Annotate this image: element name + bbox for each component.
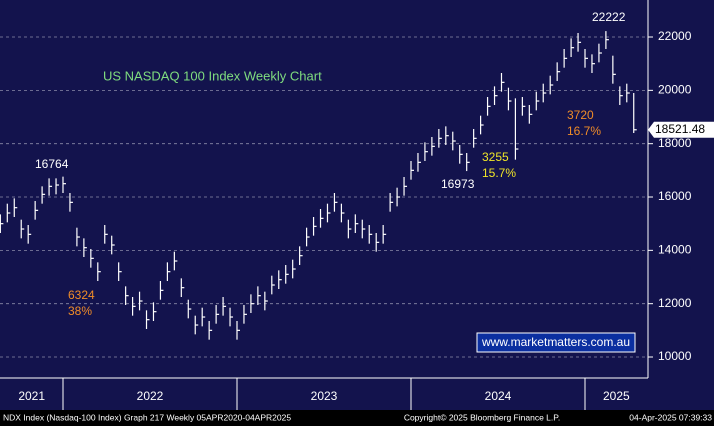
annotation: 15.7% (482, 166, 516, 180)
annotation: 16973 (441, 177, 475, 191)
y-tick-label: 18000 (658, 136, 692, 150)
annotation: 16764 (35, 157, 69, 171)
x-tick-label: 2024 (485, 389, 512, 403)
x-tick-label: 2023 (311, 389, 338, 403)
x-tick-label: 2022 (137, 389, 164, 403)
chart-title: US NASDAQ 100 Index Weekly Chart (103, 68, 322, 83)
annotation: 6324 (68, 288, 95, 302)
footer-left: NDX Index (Nasdaq-100 Index) Graph 217 W… (3, 412, 291, 422)
watermark-box (476, 332, 636, 353)
footer-bar (0, 410, 714, 426)
y-tick-label: 20000 (658, 83, 692, 97)
annotation: 3255 (482, 150, 509, 164)
annotation: 38% (68, 304, 92, 318)
last-price-label: 18521.48 (655, 122, 705, 136)
watermark: www.marketmatters.com.au (481, 335, 630, 349)
x-tick-label: 2025 (603, 389, 630, 403)
footer-center: Copyright© 2025 Bloomberg Finance L.P. (404, 412, 560, 422)
y-tick-label: 22000 (658, 29, 692, 43)
last-price-pointer (648, 121, 714, 138)
y-tick-label: 10000 (658, 349, 692, 363)
footer-right: 04-Apr-2025 07:39:33 (629, 412, 712, 422)
annotation: 16.7% (567, 124, 601, 138)
annotation: 3720 (567, 108, 594, 122)
y-tick-label: 16000 (658, 189, 692, 203)
y-tick-label: 14000 (658, 243, 692, 257)
x-tick-label: 2021 (18, 389, 45, 403)
annotation: 22222 (592, 10, 626, 24)
y-tick-label: 12000 (658, 296, 692, 310)
